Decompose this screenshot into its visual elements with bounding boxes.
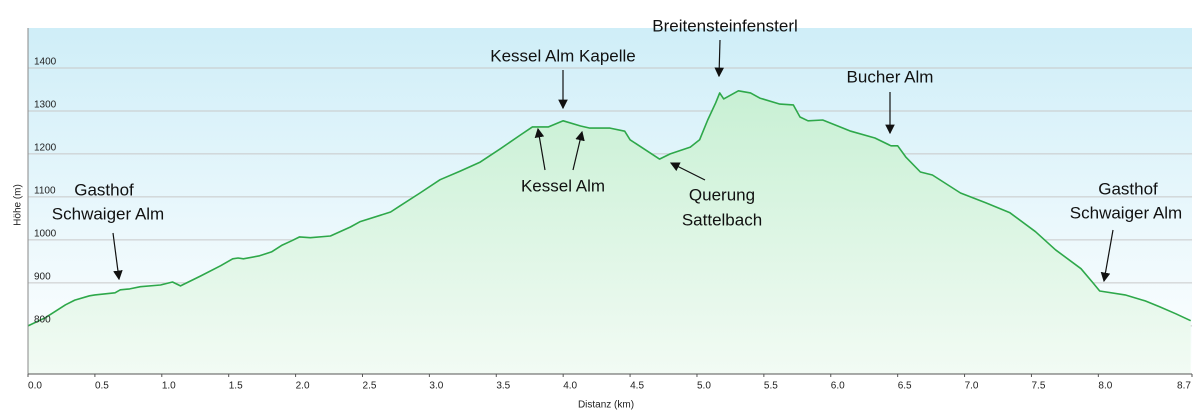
x-tick-label: 4.0 xyxy=(563,381,577,392)
y-tick-label: 1400 xyxy=(34,57,57,68)
x-tick-label: 6.5 xyxy=(898,381,912,392)
annotation: Bucher Alm xyxy=(847,67,934,86)
arrow xyxy=(714,39,725,78)
area-fill xyxy=(28,90,1191,375)
arrow xyxy=(1100,229,1114,283)
y-axis-label: Höhe (m) xyxy=(13,184,24,226)
x-tick-label: 3.5 xyxy=(496,381,510,392)
x-tick-label: 5.5 xyxy=(764,381,778,392)
y-tick-label: 1300 xyxy=(34,100,57,111)
arrow xyxy=(572,130,585,171)
arrow xyxy=(534,127,546,171)
x-tick-label: 0.0 xyxy=(28,381,42,392)
elevation-line xyxy=(27,90,1192,327)
arrow xyxy=(112,232,123,281)
x-tick-label: 4.5 xyxy=(630,381,644,392)
y-tick-label: 800 xyxy=(34,315,51,326)
arrow xyxy=(669,162,706,181)
x-tick-label: 0.5 xyxy=(95,381,109,392)
annotation: Querung xyxy=(689,185,755,204)
x-tick-label: 2.0 xyxy=(296,381,310,392)
x-tick-label: 6.0 xyxy=(831,381,845,392)
annotation: Gasthof xyxy=(74,180,134,199)
x-tick-label: 3.0 xyxy=(429,381,443,392)
annotation: Kessel Alm Kapelle xyxy=(490,46,636,65)
x-tick-label: 7.0 xyxy=(965,381,979,392)
x-axis-label: Distanz (km) xyxy=(578,400,634,411)
y-tick-label: 1000 xyxy=(34,229,57,240)
x-tick-label: 8.0 xyxy=(1098,381,1112,392)
y-tick-label: 900 xyxy=(34,272,51,283)
annotation: Gasthof xyxy=(1098,179,1158,198)
x-tick-label: 1.0 xyxy=(162,381,176,392)
x-tick-label: 5.0 xyxy=(697,381,711,392)
y-tick-label: 1200 xyxy=(34,143,57,154)
annotation: Breitensteinfensterl xyxy=(652,16,798,35)
annotation: Schwaiger Alm xyxy=(52,204,164,223)
x-tick-label: 7.5 xyxy=(1031,381,1045,392)
x-tick-label: 2.5 xyxy=(363,381,377,392)
x-tick-label: 1.5 xyxy=(229,381,243,392)
annotations: Gasthof Schwaiger Alm Kessel Alm Kapelle… xyxy=(52,16,1182,283)
annotation: Kessel Alm xyxy=(521,176,605,195)
x-tick-label: 8.7 xyxy=(1177,381,1191,392)
annotation: Schwaiger Alm xyxy=(1070,203,1182,222)
y-tick-label: 1100 xyxy=(34,186,56,197)
annotation: Sattelbach xyxy=(682,210,762,229)
